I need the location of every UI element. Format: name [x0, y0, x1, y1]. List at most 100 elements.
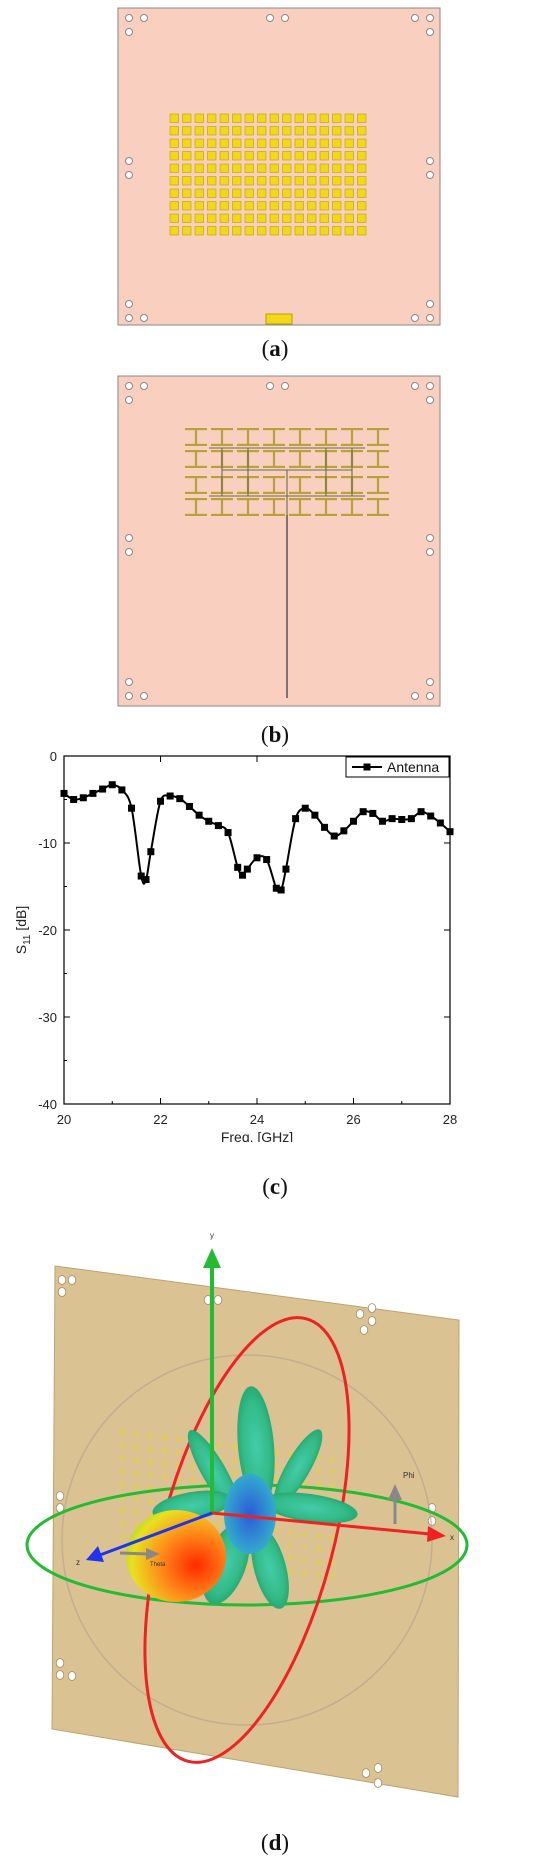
- board-hole: [361, 1768, 371, 1778]
- data-point: [108, 781, 116, 789]
- patch-element: [307, 151, 317, 161]
- patch-element: [269, 188, 279, 198]
- mounting-hole: [125, 548, 133, 556]
- patch-element: [332, 188, 342, 198]
- patch-shadow: [302, 1479, 307, 1485]
- patch-element: [182, 188, 192, 198]
- patch-element: [269, 201, 279, 211]
- h-element: [246, 498, 250, 516]
- data-point: [99, 785, 107, 793]
- patch-element: [182, 126, 192, 136]
- patch-element: [282, 126, 292, 136]
- data-point: [137, 872, 145, 880]
- x-axis-label: x: [450, 1533, 454, 1542]
- patch-element: [344, 213, 354, 223]
- theta-arrow: [119, 1551, 149, 1556]
- patch-element: [307, 163, 317, 173]
- patch-shadow: [316, 1455, 321, 1461]
- h-element: [272, 498, 276, 516]
- panel-b: [0, 370, 550, 720]
- data-point: [330, 832, 338, 840]
- patch-element: [219, 138, 229, 148]
- h-element: [324, 428, 328, 446]
- patch-element: [219, 201, 229, 211]
- patch-element: [232, 201, 242, 211]
- patch-element: [307, 213, 317, 223]
- patch-element: [169, 163, 179, 173]
- patch-shadow: [288, 1529, 293, 1535]
- patch-element: [257, 213, 267, 223]
- mounting-hole: [426, 314, 434, 322]
- board-hole: [373, 1763, 383, 1773]
- substrate-board: [117, 7, 441, 326]
- mounting-hole: [411, 314, 419, 322]
- patch-element: [344, 188, 354, 198]
- patch-element: [257, 163, 267, 173]
- data-point: [185, 802, 193, 810]
- patch-element: [169, 151, 179, 161]
- patch-element: [244, 188, 254, 198]
- patch-element: [219, 176, 229, 186]
- data-point: [79, 794, 87, 802]
- patch-element: [294, 213, 304, 223]
- patch-element: [282, 188, 292, 198]
- patch-element: [219, 213, 229, 223]
- chart-legend: Antenna: [345, 756, 450, 778]
- patch-shadow: [162, 1448, 167, 1454]
- patch-element: [269, 163, 279, 173]
- patch-shadow: [120, 1430, 125, 1435]
- patch-element: [194, 226, 204, 236]
- h-element: [298, 498, 302, 516]
- data-point: [60, 789, 68, 797]
- patch-element: [169, 188, 179, 198]
- mounting-hole: [140, 14, 148, 22]
- data-point: [205, 817, 213, 825]
- h-element: [376, 476, 380, 494]
- data-point: [176, 795, 184, 803]
- patch-element: [307, 126, 317, 136]
- h-element: [298, 450, 302, 468]
- h-element: [246, 428, 250, 446]
- data-point: [253, 854, 261, 862]
- patch-shadow: [134, 1522, 139, 1528]
- data-point: [147, 848, 155, 856]
- mounting-hole: [125, 534, 133, 542]
- patch-element: [357, 226, 367, 236]
- board-hole: [367, 1303, 377, 1313]
- mounting-hole: [125, 314, 133, 322]
- patch-element: [207, 213, 217, 223]
- mounting-hole: [426, 382, 434, 390]
- patch-element: [332, 113, 342, 123]
- patch-element: [344, 113, 354, 123]
- patch-shadow: [316, 1481, 321, 1487]
- patch-shadow: [218, 1455, 223, 1461]
- patch-element: [344, 151, 354, 161]
- chart-axes: 20 22 24 26 28 0 -10 -20 -30 -40 Freq. [GHz] S11 [d…: [13, 752, 457, 1142]
- mounting-hole: [125, 28, 133, 36]
- data-point: [340, 827, 348, 835]
- patch-element: [182, 151, 192, 161]
- patch-element: [357, 188, 367, 198]
- data-point: [311, 811, 319, 819]
- mounting-hole: [281, 382, 289, 390]
- patch-shadow: [120, 1534, 125, 1539]
- y-tick-label: -30: [38, 1010, 57, 1025]
- patch-element: [182, 213, 192, 223]
- patch-shadow: [120, 1547, 125, 1552]
- mounting-hole: [125, 171, 133, 179]
- data-point: [214, 822, 222, 830]
- patch-element: [357, 138, 367, 148]
- patch-shadow: [148, 1433, 153, 1439]
- patch-element: [182, 176, 192, 186]
- patch-element: [194, 176, 204, 186]
- patch-element: [244, 138, 254, 148]
- patch-shadow: [162, 1435, 167, 1441]
- patch-element: [294, 126, 304, 136]
- mounting-hole: [426, 548, 434, 556]
- patch-shadow: [120, 1469, 125, 1474]
- patch-element: [219, 188, 229, 198]
- patch-element: [344, 226, 354, 236]
- patch-shadow: [218, 1442, 223, 1448]
- data-point: [142, 876, 150, 884]
- patch-element: [307, 188, 317, 198]
